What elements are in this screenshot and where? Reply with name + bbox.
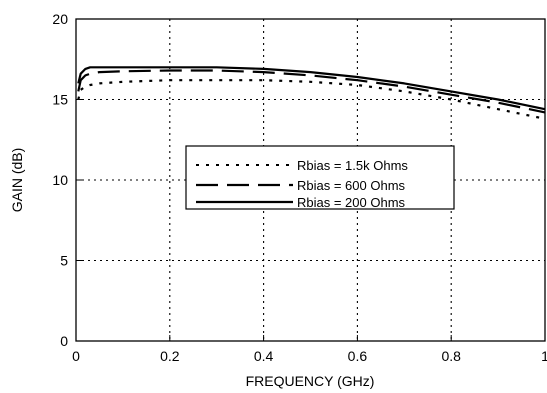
x-tick-label: 0 (72, 348, 80, 364)
y-tick-labels: 0 5 10 15 20 (52, 11, 68, 349)
y-tick-label: 15 (52, 92, 68, 108)
y-axis-label: GAIN (dB) (9, 148, 25, 213)
x-tick-label: 0.2 (160, 348, 180, 364)
x-tick-labels: 0 0.2 0.4 0.6 0.8 1 (72, 348, 547, 364)
legend: Rbias = 1.5k Ohms Rbias = 600 Ohms Rbias… (185, 145, 455, 210)
x-tick-label: 0.4 (254, 348, 274, 364)
y-tick-label: 5 (60, 253, 68, 269)
series-lines (77, 66, 546, 120)
x-tick-label: 0.8 (441, 348, 461, 364)
x-axis-label: FREQUENCY (GHz) (246, 373, 375, 389)
legend-box (185, 145, 455, 210)
y-tick-label: 0 (60, 333, 68, 349)
series-line-2 (77, 69, 546, 114)
legend-label-2: Rbias = 600 Ohms (297, 178, 406, 193)
y-tick-label: 10 (52, 172, 68, 188)
x-tick-label: 0.6 (348, 348, 368, 364)
legend-label-3: Rbias = 200 Ohms (297, 195, 406, 210)
legend-label-1: Rbias = 1.5k Ohms (297, 158, 408, 173)
y-tick-label: 20 (52, 11, 68, 27)
series-line-3 (77, 66, 546, 111)
x-tick-label: 1 (541, 348, 547, 364)
